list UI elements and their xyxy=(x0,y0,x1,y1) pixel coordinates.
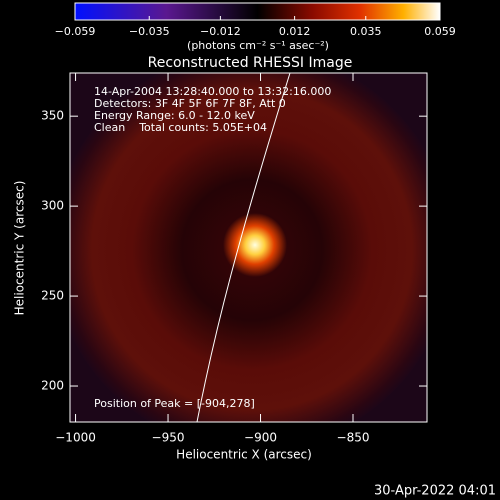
y-tick-label: 200 xyxy=(41,379,64,393)
x-tick-label: −900 xyxy=(244,431,277,445)
colorbar-tick-label: −0.059 xyxy=(55,25,96,38)
timestamp: 30-Apr-2022 04:01 xyxy=(374,484,496,499)
chart-title: Reconstructed RHESSI Image xyxy=(148,55,353,71)
x-axis-label: Heliocentric X (arcsec) xyxy=(176,448,312,462)
colorbar-tick-label: 0.059 xyxy=(424,25,456,38)
x-tick-label: −850 xyxy=(337,431,370,445)
y-tick-label: 350 xyxy=(41,109,64,123)
annotation: Clean Total counts: 5.05E+04 xyxy=(94,121,267,134)
x-tick-label: −1000 xyxy=(55,431,96,445)
colorbar-label: (photons cm⁻² s⁻¹ asec⁻²) xyxy=(187,39,329,52)
solar-limb xyxy=(196,73,291,422)
plot-frame xyxy=(69,72,428,423)
colorbar-tick-label: −0.035 xyxy=(129,25,170,38)
colorbar-tick-label: 0.012 xyxy=(279,25,311,38)
colorbar xyxy=(74,2,441,21)
peak-label: Position of Peak = [-904,278] xyxy=(94,397,255,410)
y-tick-label: 250 xyxy=(41,289,64,303)
y-axis-label: Heliocentric Y (arcsec) xyxy=(13,181,27,316)
colorbar-tick-label: 0.035 xyxy=(350,25,382,38)
annotation: Energy Range: 6.0 - 12.0 keV xyxy=(94,109,255,122)
colorbar-tick-label: −0.012 xyxy=(200,25,241,38)
image xyxy=(70,73,427,422)
annotation: 14-Apr-2004 13:28:40.000 to 13:32:16.000 xyxy=(94,85,331,98)
x-tick-label: −950 xyxy=(152,431,185,445)
y-tick-label: 300 xyxy=(41,199,64,213)
annotation: Detectors: 3F 4F 5F 6F 7F 8F, Att 0 xyxy=(94,97,286,110)
